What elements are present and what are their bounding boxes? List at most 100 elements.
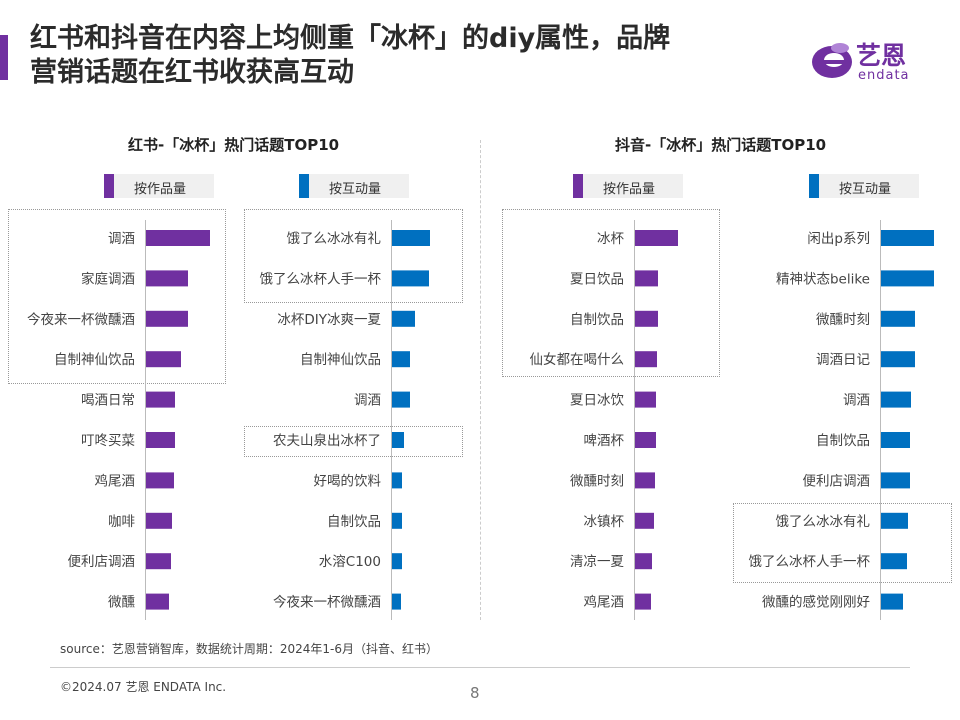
- category-label-douyin-works: 冰镇杯: [584, 514, 625, 530]
- bar-douyin-works: [635, 432, 656, 448]
- axis-xhs-engagement: [391, 220, 392, 620]
- highlight-box-xhs-engagement-nongfu: [244, 426, 463, 457]
- bar-xhs-works: [146, 512, 172, 529]
- bar-xhs-engagement: [392, 512, 402, 529]
- copyright-text: ©2024.07 艺恩 ENDATA Inc.: [60, 680, 227, 694]
- legend-swatch-blue: [809, 174, 819, 198]
- bar-xhs-engagement: [392, 593, 401, 610]
- category-label-xhs-works: 喝酒日常: [81, 393, 135, 409]
- xiaohongshu-section-title: 红书-「冰杯」热门话题TOP10: [128, 136, 340, 154]
- bar-xhs-works: [146, 391, 175, 408]
- category-label-xhs-engagement: 饿了么冰杯人手一杯: [260, 271, 382, 287]
- bar-douyin-engagement: [881, 310, 915, 327]
- category-label-xhs-works: 叮咚买菜: [81, 433, 135, 449]
- category-label-xhs-engagement: 调酒: [354, 393, 381, 409]
- footer-divider: [50, 667, 910, 668]
- legend-label: 按互动量: [839, 182, 892, 197]
- category-label-douyin-works: 仙女都在喝什么: [530, 351, 625, 368]
- axis-douyin-engagement: [880, 220, 881, 620]
- category-label-xhs-works: 鸡尾酒: [95, 472, 136, 489]
- section-divider: [480, 140, 481, 620]
- bar-xhs-engagement: [392, 472, 402, 489]
- category-label-xhs-works: 自制神仙饮品: [54, 352, 135, 368]
- category-label-xhs-engagement: 水溶C100: [319, 554, 381, 570]
- bar-douyin-engagement: [881, 512, 908, 529]
- category-label-xhs-works: 咖啡: [108, 514, 135, 530]
- category-label-douyin-engagement: 调酒: [843, 393, 870, 409]
- page-title-line-1: 红书和抖音在内容上均侧重「冰杯」的diy属性，品牌: [30, 23, 671, 54]
- endata-logo-icon: [812, 43, 852, 78]
- legend-xhs-works: 按作品量: [104, 174, 214, 198]
- bar-douyin-works: [635, 553, 652, 570]
- category-label-xhs-works: 微醺: [108, 595, 135, 611]
- page-title: 红书和抖音在内容上均侧重「冰杯」的diy属性，品牌 营销话题在红书收获高互动: [30, 22, 790, 90]
- category-label-douyin-engagement: 调酒日记: [816, 352, 870, 368]
- bar-douyin-works: [635, 593, 651, 610]
- bar-douyin-engagement: [881, 593, 903, 610]
- source-note: source：艺恩营销智库，数据统计周期：2024年1-6月（抖音、红书）: [60, 642, 438, 656]
- bar-xhs-works: [146, 593, 169, 610]
- category-label-douyin-engagement: 饿了么冰杯人手一杯: [749, 554, 871, 570]
- highlight-box-xhs-works: [8, 209, 226, 384]
- bar-douyin-works: [635, 512, 654, 529]
- bar-douyin-works: [635, 391, 656, 408]
- category-label-douyin-works: 微醺时刻: [570, 473, 624, 489]
- douyin-section-title: 抖音-「冰杯」热门话题TOP10: [615, 136, 827, 154]
- legend-swatch-purple: [573, 174, 583, 198]
- bar-douyin-engagement: [881, 270, 934, 287]
- bar-xhs-engagement: [392, 310, 415, 327]
- category-label-douyin-engagement: 微醺的感觉刚刚好: [762, 594, 870, 611]
- bar-douyin-works: [635, 230, 678, 246]
- bar-douyin-engagement: [881, 472, 910, 489]
- category-label-douyin-engagement: 精神状态belike: [776, 271, 870, 287]
- category-label-xhs-engagement: 农夫山泉出冰杯了: [273, 432, 381, 449]
- category-label-xhs-engagement: 今夜来一杯微醺酒: [273, 595, 381, 611]
- category-label-xhs-engagement: 自制饮品: [327, 514, 381, 530]
- bar-xhs-works: [146, 230, 210, 246]
- bar-douyin-engagement: [881, 391, 911, 408]
- bar-douyin-works: [635, 472, 655, 489]
- legend-label: 按作品量: [603, 182, 656, 197]
- category-label-douyin-engagement: 微醺时刻: [816, 312, 870, 328]
- legend-swatch-purple: [104, 174, 114, 198]
- legend-label: 按互动量: [329, 182, 382, 197]
- bar-xhs-works: [146, 553, 171, 570]
- logo-english-text: endata: [858, 68, 910, 83]
- category-label-xhs-works: 今夜来一杯微醺酒: [27, 312, 135, 328]
- category-label-douyin-works: 清凉一夏: [570, 554, 624, 570]
- bar-xhs-works: [146, 310, 188, 327]
- page-title-line-2: 营销话题在红书收获高互动: [30, 57, 354, 88]
- bar-xhs-works: [146, 472, 174, 489]
- legend-label: 按作品量: [134, 182, 187, 197]
- category-label-xhs-works: 家庭调酒: [81, 270, 135, 287]
- highlight-box-douyin-engagement: [733, 503, 952, 583]
- page-number: 8: [470, 684, 480, 702]
- category-label-douyin-works: 鸡尾酒: [584, 594, 625, 611]
- highlight-box-douyin-works: [502, 209, 720, 377]
- category-label-douyin-works: 夏日冰饮: [570, 393, 624, 409]
- bar-xhs-works: [146, 432, 175, 448]
- logo-chinese-text: 艺恩: [856, 41, 907, 70]
- bar-xhs-engagement: [392, 270, 429, 287]
- bar-douyin-engagement: [881, 432, 910, 448]
- category-label-xhs-engagement: 冰杯DIY冰爽一夏: [277, 312, 381, 328]
- category-label-xhs-engagement: 好喝的饮料: [314, 473, 382, 489]
- category-label-xhs-works: 便利店调酒: [68, 554, 136, 570]
- axis-xhs-works: [145, 220, 146, 620]
- title-accent-bar: [0, 35, 8, 80]
- bar-xhs-engagement: [392, 391, 410, 408]
- category-label-xhs-engagement: 自制神仙饮品: [300, 352, 381, 368]
- category-label-douyin-works: 夏日饮品: [570, 271, 624, 287]
- category-label-douyin-engagement: 闲出p系列: [807, 231, 870, 247]
- bar-xhs-works: [146, 270, 188, 287]
- bar-douyin-engagement: [881, 230, 934, 246]
- category-label-douyin-works: 啤酒杯: [584, 433, 625, 449]
- legend-douyin-works: 按作品量: [573, 174, 683, 198]
- legend-douyin-engagement: 按互动量: [809, 174, 919, 198]
- bar-douyin-works: [635, 351, 657, 368]
- bar-douyin-works: [635, 270, 658, 287]
- category-label-xhs-works: 调酒: [108, 231, 135, 247]
- legend-swatch-blue: [299, 174, 309, 198]
- category-label-xhs-engagement: 饿了么冰冰有礼: [287, 231, 382, 247]
